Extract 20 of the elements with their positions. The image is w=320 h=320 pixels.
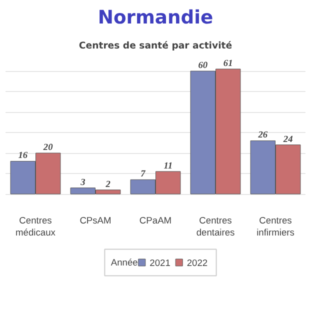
data-label: 20 xyxy=(42,143,54,154)
data-label: 16 xyxy=(18,151,28,162)
data-label: 3 xyxy=(80,178,86,188)
data-label: 7 xyxy=(140,170,146,180)
data-label: 2 xyxy=(104,180,111,190)
x-tick-label: Centres médicaux xyxy=(16,216,56,238)
x-tick-label: CPaAM xyxy=(139,216,172,226)
data-label: 11 xyxy=(164,161,173,172)
x-tick-label: CPsAM xyxy=(80,216,112,226)
x-tick-label: Centres dentaires xyxy=(196,216,236,238)
chart-title: Normandie xyxy=(98,8,214,28)
legend-label: 2022 xyxy=(186,258,208,268)
data-label: 60 xyxy=(198,61,208,72)
x-tick-label: Centres infirmiers xyxy=(256,216,295,238)
data-label: 26 xyxy=(257,130,268,141)
data-label: 24 xyxy=(282,134,294,145)
chart-subtitle: Centres de santé par activité xyxy=(78,40,232,52)
legend-label: 2021 xyxy=(150,258,170,268)
data-label: 61 xyxy=(223,59,233,69)
legend-title: Année xyxy=(110,258,138,268)
